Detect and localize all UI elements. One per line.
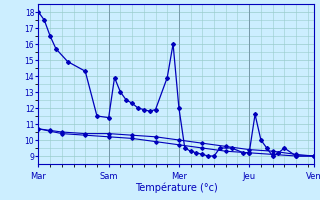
X-axis label: Température (°c): Température (°c)	[135, 182, 217, 193]
